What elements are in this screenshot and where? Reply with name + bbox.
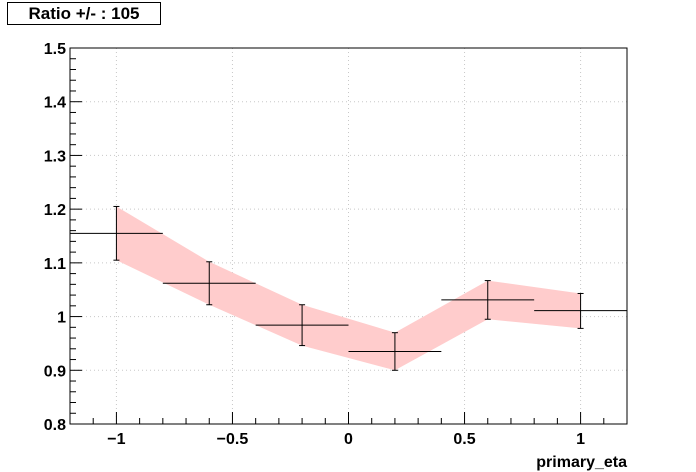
y-tick-label: 1.2 [44, 202, 66, 219]
data-point [70, 205, 163, 261]
tick-labels: −1 −0.5 0 0.5 1 0.8 0.9 1 1.1 1.2 1.3 1.4 1.5 [44, 41, 585, 448]
data-point [534, 292, 627, 329]
x-tick-label: 0 [344, 431, 353, 448]
y-tick-label: 1.1 [44, 256, 66, 273]
x-tick-label: −0.5 [217, 431, 249, 448]
uncertainty-band-area [116, 206, 581, 371]
x-tick-label: −1 [107, 431, 125, 448]
grid-lines [70, 48, 627, 424]
y-tick-label: 0.9 [44, 363, 66, 380]
data-point [348, 332, 442, 371]
data-points [70, 205, 627, 371]
axis-ticks [69, 47, 628, 425]
y-tick-label: 0.8 [44, 417, 66, 434]
y-tick-label: 1 [57, 310, 66, 327]
x-tick-label: 1 [576, 431, 585, 448]
chart-title-box: Ratio +/- : 105 [7, 2, 161, 25]
data-point [441, 280, 535, 320]
data-point [255, 304, 349, 347]
x-axis-title: primary_eta [536, 454, 627, 471]
chart-title: Ratio +/- : 105 [28, 3, 140, 23]
uncertainty-band [116, 206, 581, 371]
y-tick-label: 1.5 [44, 41, 66, 58]
y-tick-label: 1.4 [44, 95, 66, 112]
x-tick-label: 0.5 [453, 431, 475, 448]
data-point [162, 261, 256, 306]
y-tick-label: 1.3 [44, 148, 66, 165]
